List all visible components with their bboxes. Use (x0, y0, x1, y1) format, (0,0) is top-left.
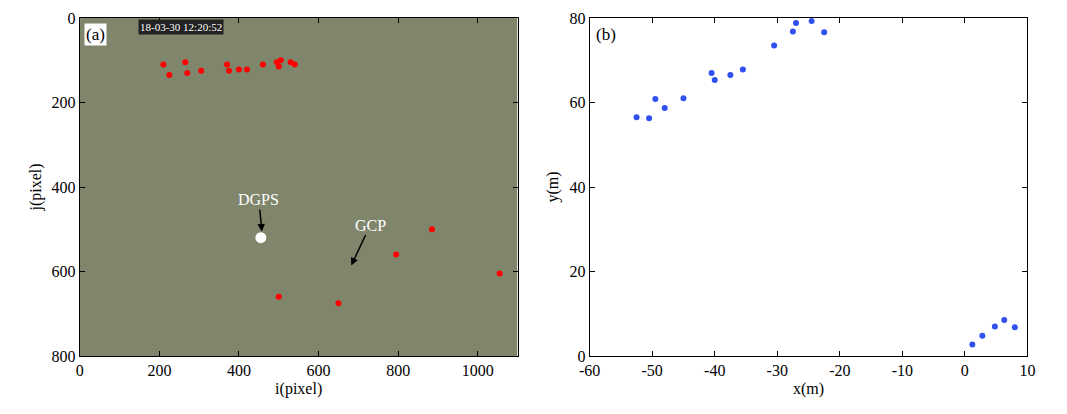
svg-text:800: 800 (52, 348, 76, 365)
svg-text:0: 0 (76, 362, 84, 379)
svg-text:-20: -20 (829, 362, 850, 379)
svg-text:-30: -30 (767, 362, 788, 379)
svg-text:GCP: GCP (355, 217, 386, 234)
svg-text:DGPS: DGPS (238, 191, 279, 208)
svg-text:20: 20 (569, 263, 585, 280)
svg-text:1000: 1000 (462, 362, 494, 379)
svg-text:400: 400 (227, 362, 251, 379)
svg-text:y(m): y(m) (544, 171, 562, 202)
svg-text:200: 200 (52, 94, 76, 111)
svg-text:-10: -10 (892, 362, 913, 379)
svg-text:(a): (a) (86, 25, 105, 44)
svg-text:800: 800 (386, 362, 410, 379)
svg-text:x(m): x(m) (793, 380, 824, 398)
svg-text:600: 600 (52, 263, 76, 280)
svg-text:10: 10 (1019, 362, 1035, 379)
svg-text:i(pixel): i(pixel) (275, 380, 322, 398)
svg-text:600: 600 (307, 362, 331, 379)
svg-text:400: 400 (52, 179, 76, 196)
svg-text:(b): (b) (596, 25, 616, 44)
svg-text:40: 40 (569, 179, 585, 196)
svg-text:0: 0 (961, 362, 969, 379)
svg-text:-40: -40 (704, 362, 725, 379)
svg-text:18-03-30 12:20:52: 18-03-30 12:20:52 (140, 21, 222, 33)
svg-text:-60: -60 (579, 362, 600, 379)
svg-text:-50: -50 (642, 362, 663, 379)
svg-text:j(pixel): j(pixel) (27, 163, 45, 211)
svg-text:0: 0 (68, 10, 76, 27)
svg-text:60: 60 (569, 94, 585, 111)
svg-text:200: 200 (147, 362, 171, 379)
svg-text:0: 0 (577, 348, 585, 365)
svg-text:80: 80 (569, 10, 585, 27)
